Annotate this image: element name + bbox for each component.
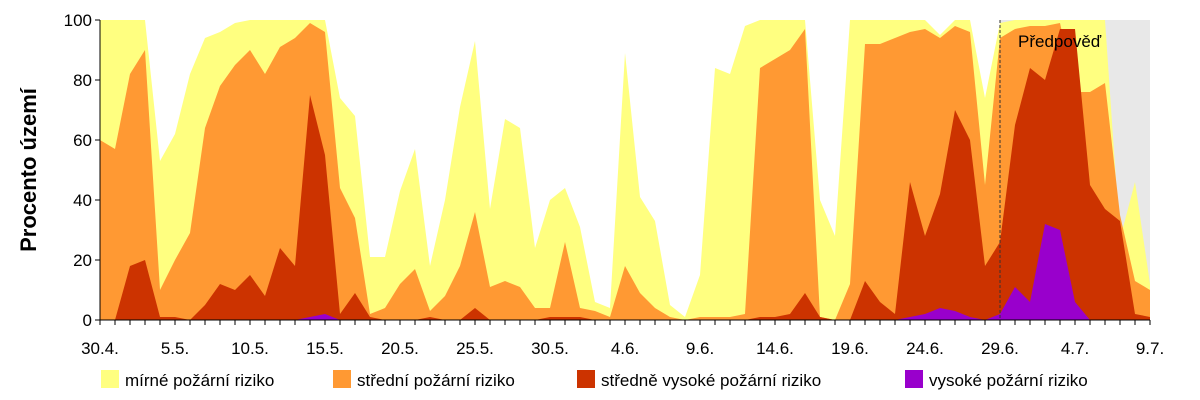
x-tick-label: 10.5. bbox=[231, 339, 269, 358]
x-tick-label: 30.5. bbox=[531, 339, 569, 358]
legend-swatch bbox=[905, 370, 923, 388]
x-tick-label: 29.6. bbox=[981, 339, 1019, 358]
area-series-high bbox=[100, 224, 1150, 320]
legend-label: mírné požární riziko bbox=[125, 371, 274, 390]
x-tick-label: 20.5. bbox=[381, 339, 419, 358]
y-tick-label: 0 bbox=[83, 311, 92, 330]
legend-label: středně vysoké požární riziko bbox=[601, 371, 821, 390]
x-tick-label: 24.6. bbox=[906, 339, 944, 358]
area-series-medium bbox=[100, 23, 1150, 320]
y-tick-label: 40 bbox=[73, 191, 92, 210]
legend-swatch bbox=[333, 370, 351, 388]
x-tick-label: 15.5. bbox=[306, 339, 344, 358]
legend-item-mild: mírné požární riziko bbox=[101, 370, 274, 390]
x-tick-label: 9.6. bbox=[686, 339, 714, 358]
legend-item-high: vysoké požární riziko bbox=[905, 370, 1088, 390]
legend-item-medium: střední požární riziko bbox=[333, 370, 515, 390]
x-tick-label: 9.7. bbox=[1136, 339, 1164, 358]
y-tick-label: 60 bbox=[73, 131, 92, 150]
x-tick-label: 5.5. bbox=[161, 339, 189, 358]
y-axis-title: Procento území bbox=[16, 87, 41, 252]
y-tick-label: 100 bbox=[64, 11, 92, 30]
legend-label: vysoké požární riziko bbox=[929, 371, 1088, 390]
x-tick-label: 25.5. bbox=[456, 339, 494, 358]
y-tick-label: 20 bbox=[73, 251, 92, 270]
x-tick-label: 4.7. bbox=[1061, 339, 1089, 358]
forecast-label: Předpověď bbox=[1018, 32, 1102, 51]
x-tick-label: 19.6. bbox=[831, 339, 869, 358]
x-tick-label: 30.4. bbox=[81, 339, 119, 358]
legend-label: střední požární riziko bbox=[357, 371, 515, 390]
legend-item-medium-high: středně vysoké požární riziko bbox=[577, 370, 821, 390]
x-tick-label: 14.6. bbox=[756, 339, 794, 358]
y-tick-label: 80 bbox=[73, 71, 92, 90]
x-tick-label: 4.6. bbox=[611, 339, 639, 358]
legend-swatch bbox=[577, 370, 595, 388]
legend-swatch bbox=[101, 370, 119, 388]
